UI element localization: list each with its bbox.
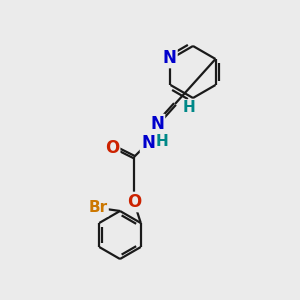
Text: N: N bbox=[163, 49, 176, 67]
Text: H: H bbox=[156, 134, 168, 148]
Text: O: O bbox=[127, 193, 141, 211]
Text: N: N bbox=[141, 134, 155, 152]
Text: O: O bbox=[105, 139, 119, 157]
Text: Br: Br bbox=[88, 200, 108, 215]
Text: H: H bbox=[183, 100, 195, 116]
Text: N: N bbox=[150, 115, 164, 133]
